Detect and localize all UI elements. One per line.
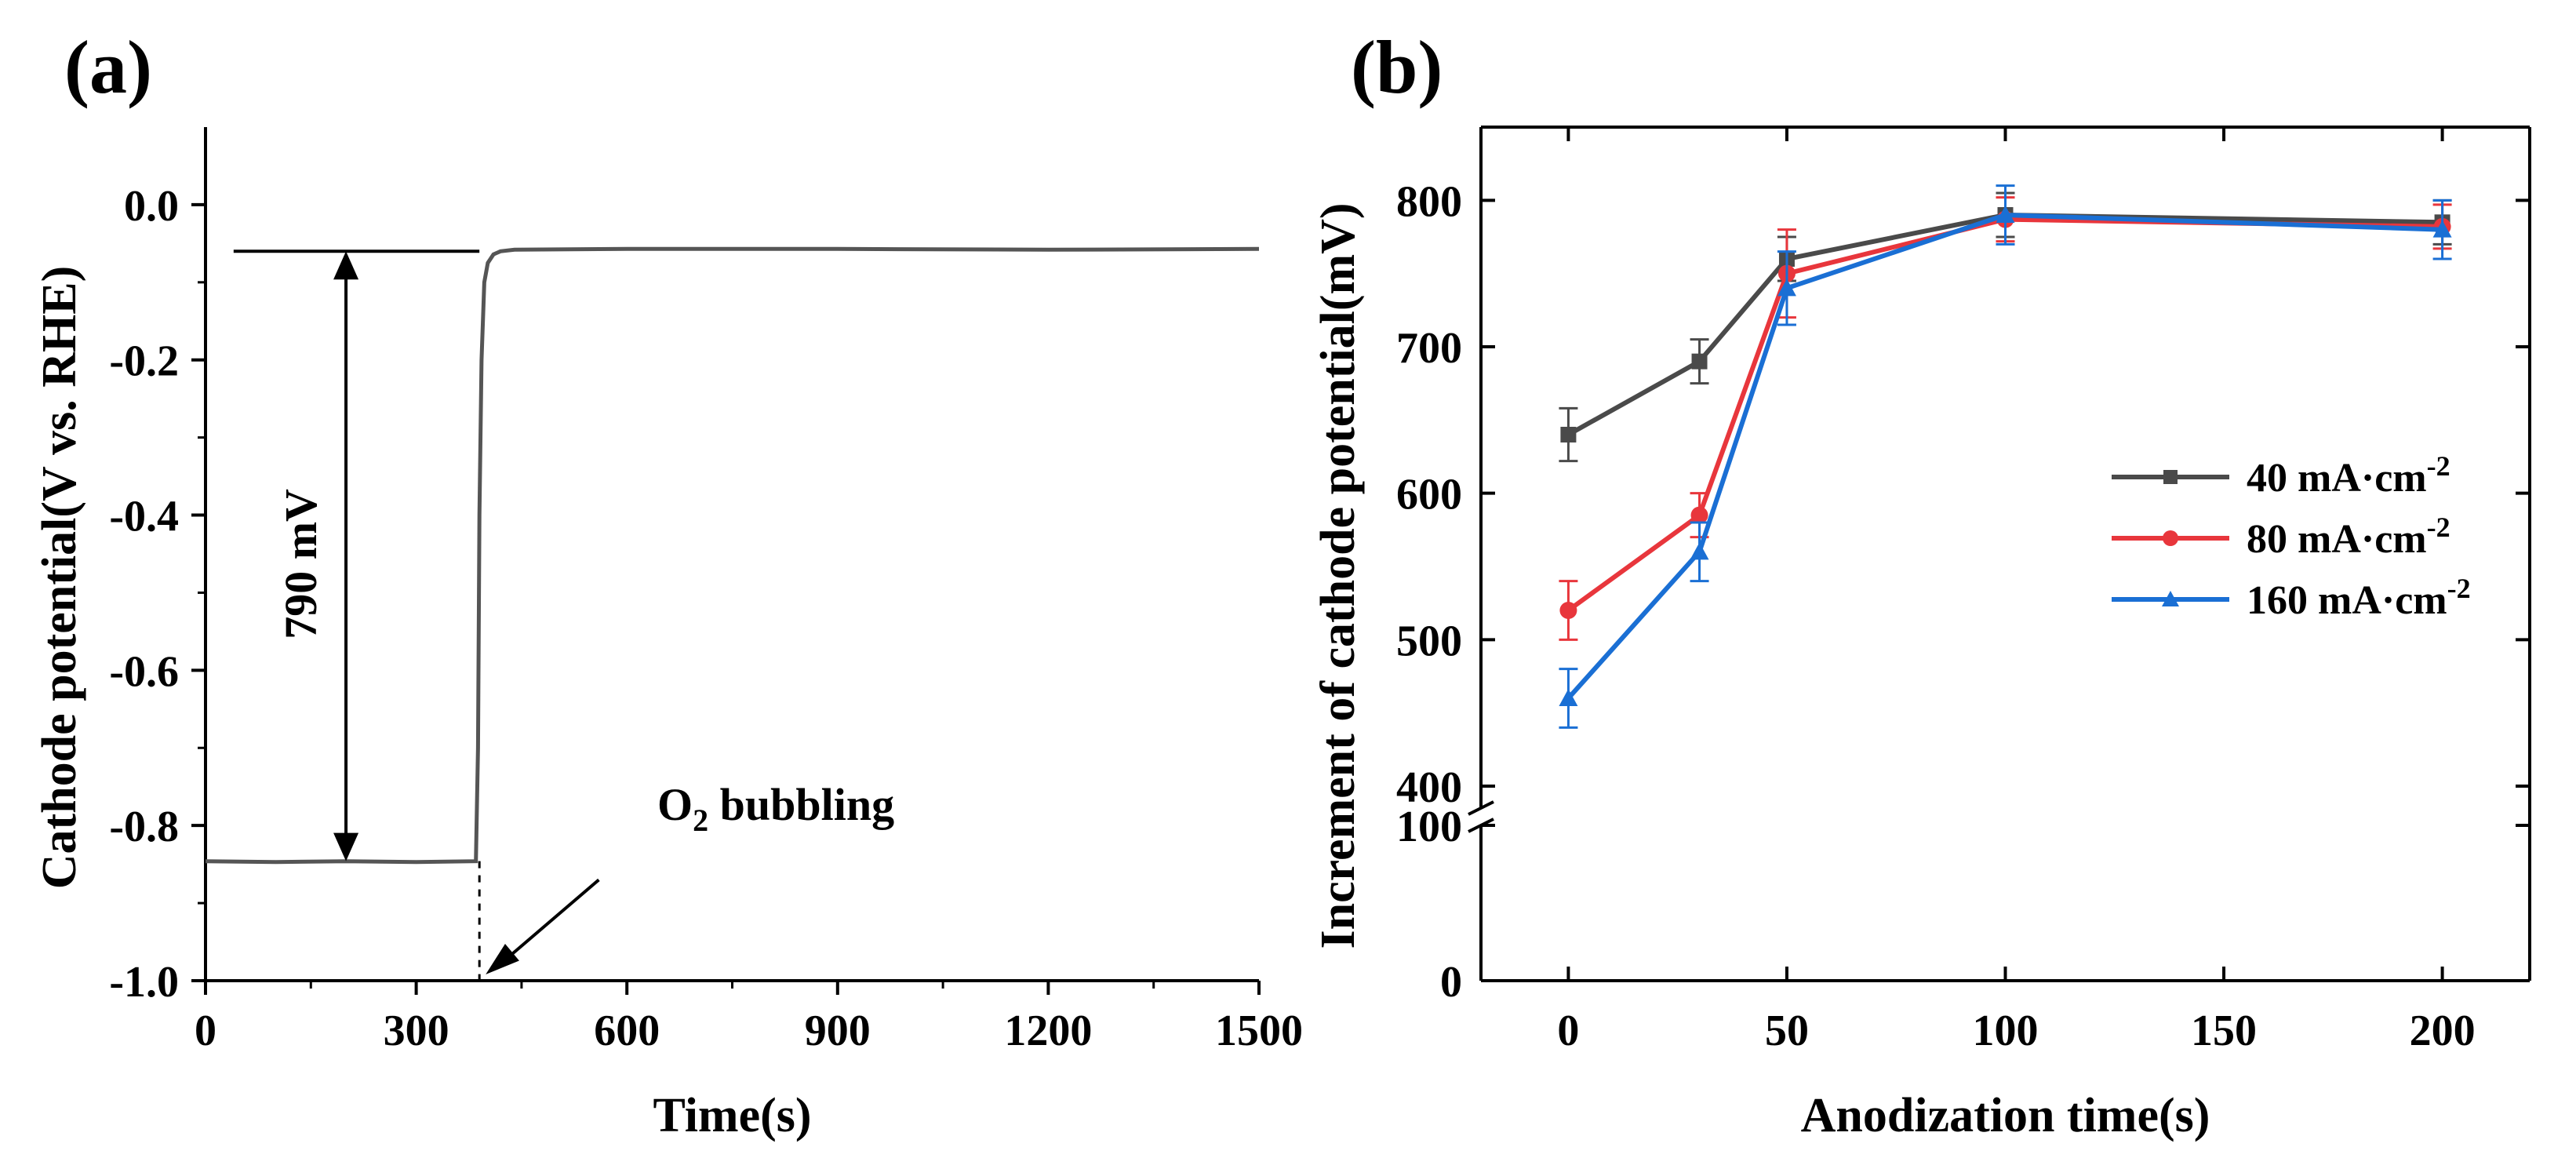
panel-a-bubbling-arrow-line <box>501 878 600 963</box>
panel-a-bubbling-label-rest: bubbling <box>708 779 894 830</box>
panel-b-legend-label: 80 mA·cm-2 <box>2247 512 2450 562</box>
panel-a-span-label: 790 mV <box>275 489 326 639</box>
panel-b-y-tick-label: 500 <box>1396 617 1462 665</box>
panel-b-x-tick-label: 150 <box>2191 1007 2257 1055</box>
panel-b-data-point <box>1996 206 2015 223</box>
panel-b-y-tick-label: 600 <box>1396 471 1462 519</box>
panel-b-y-tick-label: 100 <box>1396 803 1462 851</box>
panel-b-y-tick-label: 800 <box>1396 177 1462 226</box>
panel-b-data-point <box>1560 427 1577 442</box>
panel-a-bubbling-label: O2 bubbling <box>657 779 894 838</box>
panel-b-y-tick-label: 0 <box>1440 958 1462 1007</box>
panel-b-y-axis-title: Increment of cathode potential(mV) <box>1312 202 1365 949</box>
panel-a-y-tick-label: -0.6 <box>109 647 179 696</box>
panel-b-legend-label-sup: -2 <box>2447 573 2471 604</box>
panel-a-bubbling-label-sub: 2 <box>693 803 708 838</box>
panel-a-x-tick-label: 0 <box>195 1007 216 1055</box>
panel-b-x-axis-title: Anodization time(s) <box>1801 1089 2210 1142</box>
panel-b-y-tick-label: 400 <box>1396 763 1462 812</box>
panel-b-legend-marker <box>2162 591 2179 606</box>
panel-a-x-tick-label: 300 <box>384 1007 449 1055</box>
panel-b-legend-marker <box>2163 470 2178 484</box>
panel-a-x-tick-label: 600 <box>594 1007 660 1055</box>
panel-a-span-arrowhead-bottom <box>333 832 359 861</box>
panel-b-data-point <box>1690 506 1708 524</box>
panel-b-x-tick-label: 50 <box>1765 1007 1809 1055</box>
panel-a-y-tick-label: 0.0 <box>124 182 179 231</box>
panel-a-y-tick-label: -0.4 <box>109 493 179 541</box>
panel-a-bubbling-label-o: O <box>657 779 693 830</box>
panel-a-x-tick-label: 1500 <box>1215 1007 1303 1055</box>
panel-b-legend-label-main: 160 mA·cm <box>2247 578 2447 623</box>
panel-b-x-tick-label: 100 <box>1973 1007 2039 1055</box>
panel-b-x-tick-label: 0 <box>1557 1007 1579 1055</box>
panel-b-data-point <box>1559 602 1577 619</box>
panel-a-bubbling-arrowhead <box>486 944 519 974</box>
panel-a-x-tick-label: 900 <box>805 1007 871 1055</box>
panel-a-y-tick-label: -1.0 <box>109 958 179 1007</box>
panel-b-data-point <box>1559 689 1578 706</box>
panel-a-y-tick-label: -0.8 <box>109 803 179 851</box>
panel-a-chart: 0 300 600 900 1200 1500 0.0 -0.2 -0.4 -0.6 -0.8 -1.… <box>33 25 1303 1142</box>
panel-a-x-tick-label: 1200 <box>1004 1007 1092 1055</box>
panel-b-chart: 0 50 100 150 2000100400500600700800Anodizati… <box>1312 25 2531 1142</box>
panel-b-label: (b) <box>1351 25 1443 109</box>
panel-b-data-point <box>2432 220 2452 238</box>
panel-a-y-tick-label: -0.2 <box>109 337 179 386</box>
panel-b-data-point <box>1690 542 1709 560</box>
panel-b-legend-label: 40 mA·cm-2 <box>2247 450 2450 501</box>
panel-a-x-axis-title: Time(s) <box>653 1089 811 1142</box>
panel-a-span-arrowhead-top <box>333 251 359 280</box>
panel-b-x-tick-label: 200 <box>2410 1007 2476 1055</box>
panel-b-axis-break-mark <box>1468 800 1494 816</box>
panel-a-potential-line <box>205 246 1260 865</box>
panel-b-data-point <box>1777 279 1796 297</box>
panel-b-legend-label-main: 40 mA·cm <box>2247 456 2427 501</box>
panel-a-y-axis-title: Cathode potential(V vs. RHE) <box>33 266 86 890</box>
panel-b-legend-marker <box>2163 530 2178 546</box>
panel-b-legend-label: 160 mA·cm-2 <box>2247 573 2471 623</box>
panel-b-legend-label-main: 80 mA·cm <box>2247 517 2427 562</box>
panel-a-label: (a) <box>64 25 152 109</box>
panel-b-y-tick-label: 700 <box>1396 324 1462 373</box>
panel-b-legend-label-sup: -2 <box>2427 512 2450 543</box>
panel-b-legend-label-sup: -2 <box>2427 450 2450 482</box>
panel-b-data-point <box>1691 353 1708 370</box>
